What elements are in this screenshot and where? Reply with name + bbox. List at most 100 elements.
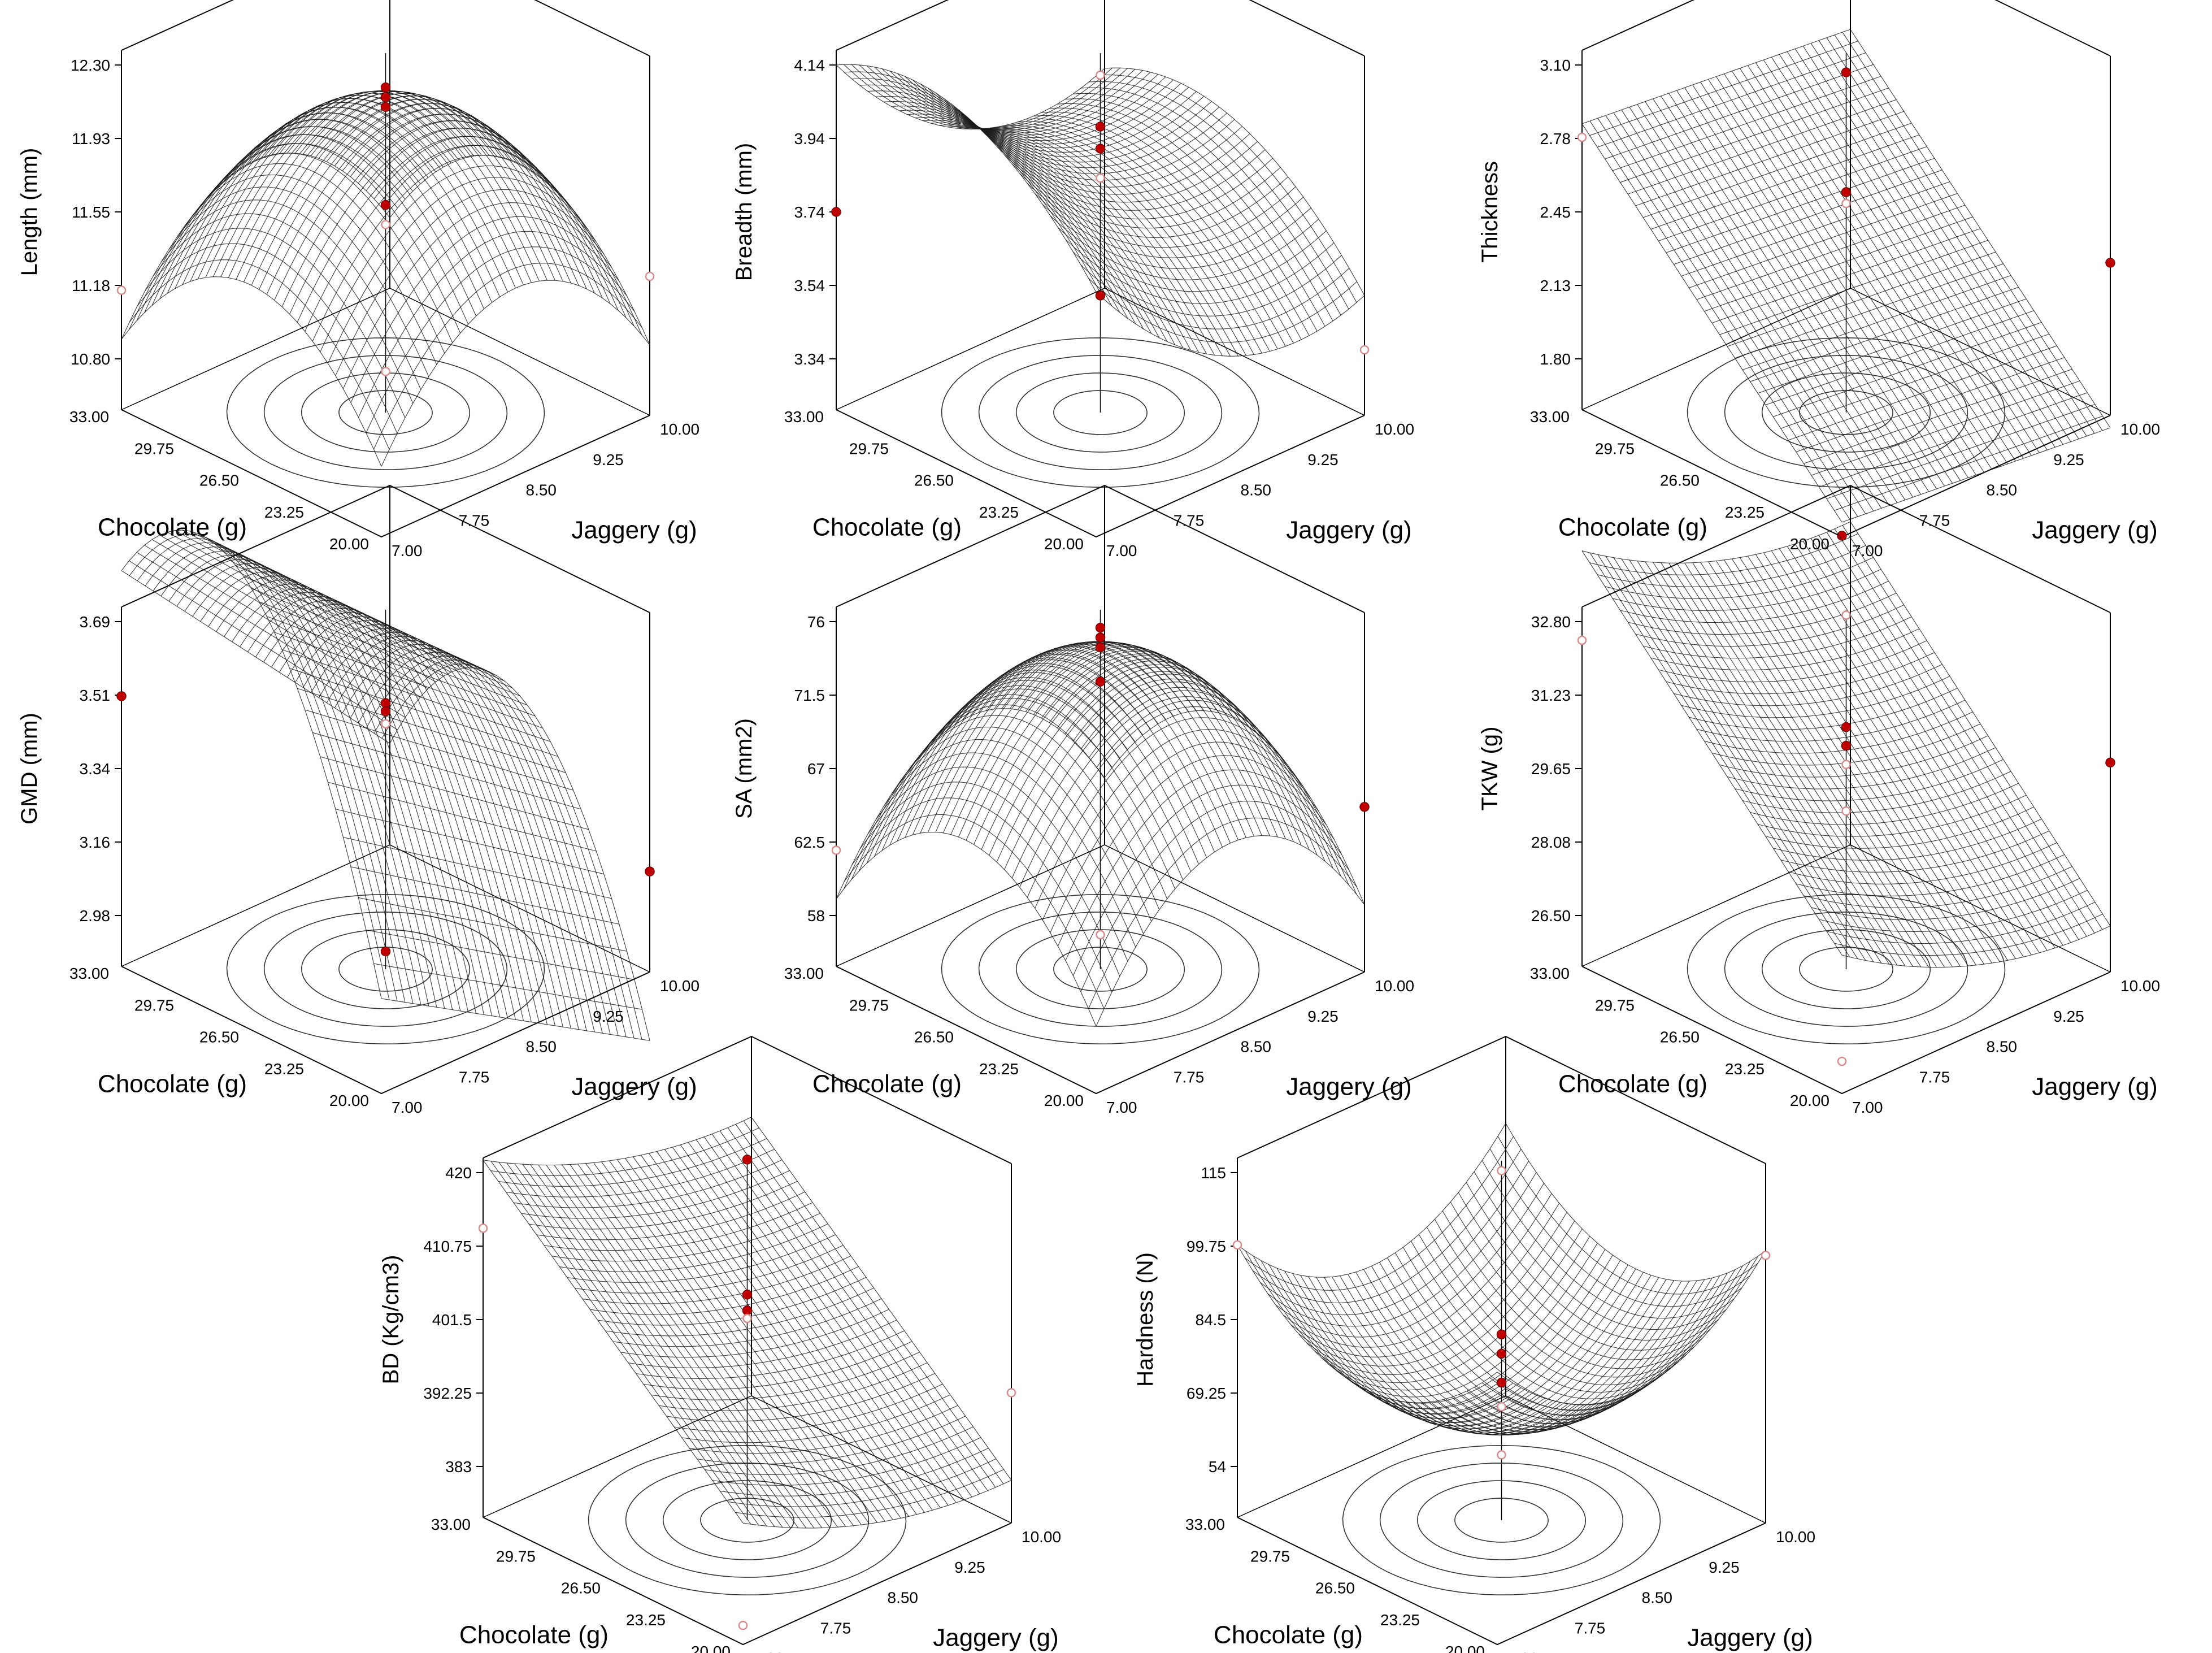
y-tick-label: 7.00 bbox=[1106, 542, 1137, 559]
mesh-line-t bbox=[1348, 1274, 1608, 1433]
mesh-line-t bbox=[342, 644, 603, 1034]
floor-contours bbox=[226, 893, 545, 1045]
x-tick-label: 33.00 bbox=[431, 1516, 471, 1533]
design-point-below bbox=[1497, 1450, 1506, 1460]
surface-mesh bbox=[1237, 1123, 1766, 1435]
surface-mesh bbox=[121, 90, 650, 467]
mesh-line-t bbox=[946, 663, 1207, 858]
mesh-line-t bbox=[859, 782, 1120, 977]
x-tick-label: 26.50 bbox=[561, 1580, 601, 1597]
panel-gmd: 2.98 3.16 3.34 3.51 3.69 GMD (mm) 33.00 29.75 26… bbox=[17, 484, 699, 1116]
axes-box bbox=[836, 484, 1365, 1095]
design-point-above bbox=[1496, 1329, 1507, 1340]
mesh-line-t bbox=[1755, 62, 2016, 462]
contour-line-1 bbox=[1761, 372, 1931, 453]
design-points bbox=[116, 82, 655, 376]
mesh-line-t bbox=[1410, 1240, 1671, 1399]
mesh-line-t bbox=[751, 1117, 1012, 1481]
mesh-line-t bbox=[1629, 107, 1890, 506]
mesh-line-t bbox=[1637, 561, 1898, 966]
mesh-line-t bbox=[1637, 104, 1898, 503]
mesh-line-t bbox=[923, 120, 1184, 348]
z-tick-label: 3.69 bbox=[80, 613, 111, 631]
y-tick-label: 7.75 bbox=[1575, 1619, 1606, 1637]
z-axis-label: GMD (mm) bbox=[17, 713, 42, 825]
z-tick-label: 392.25 bbox=[423, 1385, 472, 1402]
x-tick-label: 26.50 bbox=[199, 1029, 239, 1046]
mesh-line-t bbox=[1779, 548, 2040, 953]
x-tick-label: 33.00 bbox=[1530, 408, 1570, 426]
mesh-line-t bbox=[1080, 682, 1341, 877]
x-tick-label: 26.50 bbox=[199, 472, 239, 489]
design-points bbox=[478, 1155, 1016, 1630]
z-axis-label: Thickness bbox=[1477, 161, 1502, 263]
mesh-line-t bbox=[1081, 87, 1341, 316]
contour-line-3 bbox=[1342, 1444, 1661, 1596]
mesh-line-t bbox=[334, 103, 595, 293]
z-tick-label: 3.51 bbox=[80, 687, 111, 704]
mesh-line-t bbox=[1731, 558, 1992, 964]
mesh-line-t bbox=[1332, 1277, 1592, 1435]
mesh-line-t bbox=[208, 134, 469, 324]
y-tick-label: 10.00 bbox=[2120, 977, 2160, 995]
x-tick-label: 26.50 bbox=[914, 1029, 954, 1046]
mesh-line-t bbox=[1708, 561, 1968, 966]
mesh-line-t bbox=[875, 96, 1136, 324]
x-axis: 33.00 29.75 26.50 23.25 20.00 Chocolate (g) bbox=[1185, 1516, 1485, 1653]
x-tick-label: 20.00 bbox=[1044, 535, 1084, 553]
mesh-line-t bbox=[836, 64, 1097, 293]
mesh-line-t bbox=[1589, 120, 1850, 520]
mesh-line-t bbox=[1597, 118, 1858, 517]
contour-line-0 bbox=[1799, 947, 1893, 992]
mesh-line-t bbox=[1597, 554, 1858, 959]
floor-contours bbox=[588, 1444, 907, 1596]
mesh-line-t bbox=[632, 1156, 893, 1520]
box-top-edges bbox=[1237, 1035, 1766, 1164]
mesh-line-t bbox=[216, 126, 477, 316]
mesh-line-t bbox=[1489, 1148, 1750, 1307]
mesh-line-t bbox=[1292, 1273, 1553, 1432]
design-point-below bbox=[1096, 70, 1105, 80]
design-point-below bbox=[1359, 345, 1370, 355]
mesh-line-t bbox=[1653, 98, 1914, 498]
panel-thickness: 1.80 2.13 2.45 2.78 3.10 Thickness 33.00 29.75 2… bbox=[1477, 0, 2160, 559]
surface-mesh bbox=[1581, 29, 2111, 523]
y-tick-label: 8.50 bbox=[888, 1589, 919, 1607]
design-point-above bbox=[380, 199, 391, 210]
design-points bbox=[831, 623, 1370, 940]
mesh-line-t bbox=[1621, 110, 1882, 509]
contour-line-0 bbox=[1053, 947, 1148, 992]
floor-front-edges bbox=[483, 1517, 1012, 1646]
x-tick-label: 20.00 bbox=[329, 1092, 369, 1109]
mesh-line-t bbox=[899, 110, 1160, 338]
design-point-above bbox=[742, 1305, 753, 1316]
panel-tkw: 26.50 28.08 29.65 31.23 32.80 TKW (g) 33.00 29.… bbox=[1477, 484, 2160, 1116]
mesh-line-t bbox=[946, 126, 1207, 354]
mesh-line-t bbox=[255, 600, 516, 1020]
design-point-above bbox=[2105, 258, 2115, 268]
mesh-line-t bbox=[1426, 1227, 1687, 1386]
design-point-below bbox=[116, 285, 127, 295]
mesh-line-t bbox=[1434, 1219, 1695, 1378]
mesh-line-s bbox=[1841, 925, 2111, 968]
surface-mesh bbox=[121, 530, 650, 1041]
z-tick-label: 383 bbox=[445, 1458, 472, 1476]
x-tick-label: 29.75 bbox=[849, 440, 889, 457]
x-tick-label: 23.25 bbox=[1725, 1060, 1765, 1078]
mesh-line-t bbox=[1402, 1247, 1663, 1405]
contour-line-1 bbox=[662, 1480, 832, 1560]
contour-line-2 bbox=[1379, 1463, 1624, 1578]
mesh-line-t bbox=[585, 1163, 846, 1527]
axes-box bbox=[836, 0, 1365, 538]
mesh-line-t bbox=[334, 640, 595, 1032]
mesh-line-t bbox=[891, 106, 1152, 334]
x-axis-label: Chocolate (g) bbox=[1558, 1070, 1707, 1098]
z-tick-label: 26.50 bbox=[1531, 907, 1571, 925]
x-tick-label: 23.25 bbox=[264, 504, 304, 521]
mesh-line-t bbox=[1379, 1262, 1640, 1421]
mesh-line-t bbox=[192, 153, 453, 343]
design-point-below bbox=[381, 367, 390, 376]
y-tick-label: 9.25 bbox=[954, 1559, 985, 1576]
